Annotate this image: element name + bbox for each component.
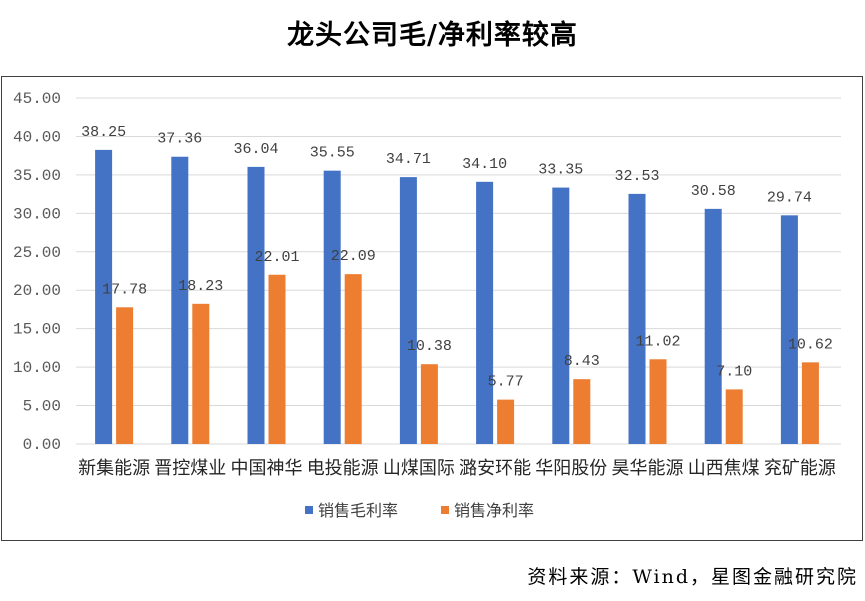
net-margin-bar	[649, 359, 667, 444]
gross-margin-bar	[552, 187, 570, 444]
gross-margin-legend-label: 销售毛利率	[318, 501, 398, 520]
net-margin-data-label: 18.23	[178, 278, 223, 295]
chart-svg: 0.00 5.00 10.00 15.00 20.00 25.00 30.00 35.00 40…	[1, 76, 863, 541]
gross-margin-data-label: 38.25	[81, 124, 126, 141]
chart-frame	[1, 76, 863, 541]
y-tick-label: 35.00	[13, 167, 61, 185]
y-tick-label: 30.00	[13, 205, 61, 223]
gross-margin-data-label: 34.10	[462, 156, 507, 173]
y-tick-label: 25.00	[13, 244, 61, 262]
y-tick-label: 20.00	[13, 282, 61, 300]
x-tick-label: 兖矿能源	[764, 458, 836, 479]
source-note: 资料来源：Wind，星图金融研究院	[527, 566, 858, 588]
net-margin-data-label: 8.43	[564, 353, 600, 370]
gross-margin-data-label: 32.53	[614, 168, 659, 185]
gross-margin-data-label: 37.36	[157, 131, 202, 148]
net-margin-legend-swatch	[441, 506, 449, 514]
net-margin-bar	[192, 303, 210, 444]
x-tick-label: 潞安环能	[459, 458, 531, 479]
gross-margin-bar	[628, 193, 646, 444]
y-tick-label: 45.00	[13, 90, 61, 108]
gross-margin-data-label: 33.35	[538, 162, 583, 179]
gross-margin-bar	[399, 177, 417, 445]
net-margin-bar	[116, 307, 134, 444]
gross-margin-legend-swatch	[305, 506, 313, 514]
y-tick-label: 0.00	[23, 436, 61, 454]
y-tick-label: 40.00	[13, 128, 61, 146]
gross-margin-bar	[323, 170, 341, 444]
x-tick-label: 昊华能源	[612, 458, 684, 479]
gross-margin-data-label: 29.74	[767, 189, 812, 206]
gross-margin-bar	[95, 149, 113, 444]
net-margin-data-label: 5.77	[488, 374, 524, 391]
net-margin-bar	[497, 399, 515, 444]
gross-margin-bar	[476, 181, 494, 444]
y-tick-label: 10.00	[13, 359, 61, 377]
x-tick-label: 中国神华	[231, 458, 303, 479]
x-tick-label: 山煤国际	[383, 458, 455, 479]
y-tick-label: 5.00	[23, 398, 61, 416]
x-tick-label: 晋控煤业	[154, 458, 226, 479]
net-margin-bar	[344, 274, 362, 444]
chart-title: 龙头公司毛/净利率较高	[287, 20, 578, 51]
x-tick-label: 华阳股份	[535, 458, 607, 479]
gross-margin-data-label: 30.58	[691, 183, 736, 200]
net-margin-bar	[268, 274, 286, 444]
gross-margin-bar	[247, 166, 265, 444]
net-margin-data-label: 7.10	[716, 363, 752, 380]
gross-margin-data-label: 36.04	[233, 141, 278, 158]
net-margin-data-label: 10.62	[788, 336, 833, 353]
gross-margin-bar	[171, 156, 189, 444]
net-margin-data-label: 17.78	[102, 281, 147, 298]
net-margin-data-label: 22.01	[254, 249, 299, 266]
gross-margin-data-label: 34.71	[386, 151, 431, 168]
x-tick-label: 山西焦煤	[688, 458, 760, 479]
net-margin-bar	[573, 379, 591, 444]
gross-margin-bar	[704, 208, 722, 444]
net-margin-legend-label: 销售净利率	[454, 501, 534, 520]
net-margin-data-label: 22.09	[331, 248, 376, 265]
x-tick-label: 新集能源	[78, 458, 150, 479]
net-margin-bar	[420, 364, 438, 444]
net-margin-data-label: 10.38	[407, 338, 452, 355]
gross-margin-bar	[780, 215, 798, 444]
x-tick-label: 电投能源	[307, 458, 379, 479]
y-tick-label: 15.00	[13, 321, 61, 339]
gross-margin-data-label: 35.55	[310, 145, 355, 162]
net-margin-bar	[725, 389, 743, 444]
net-margin-data-label: 11.02	[635, 333, 680, 350]
net-margin-bar	[801, 362, 819, 444]
